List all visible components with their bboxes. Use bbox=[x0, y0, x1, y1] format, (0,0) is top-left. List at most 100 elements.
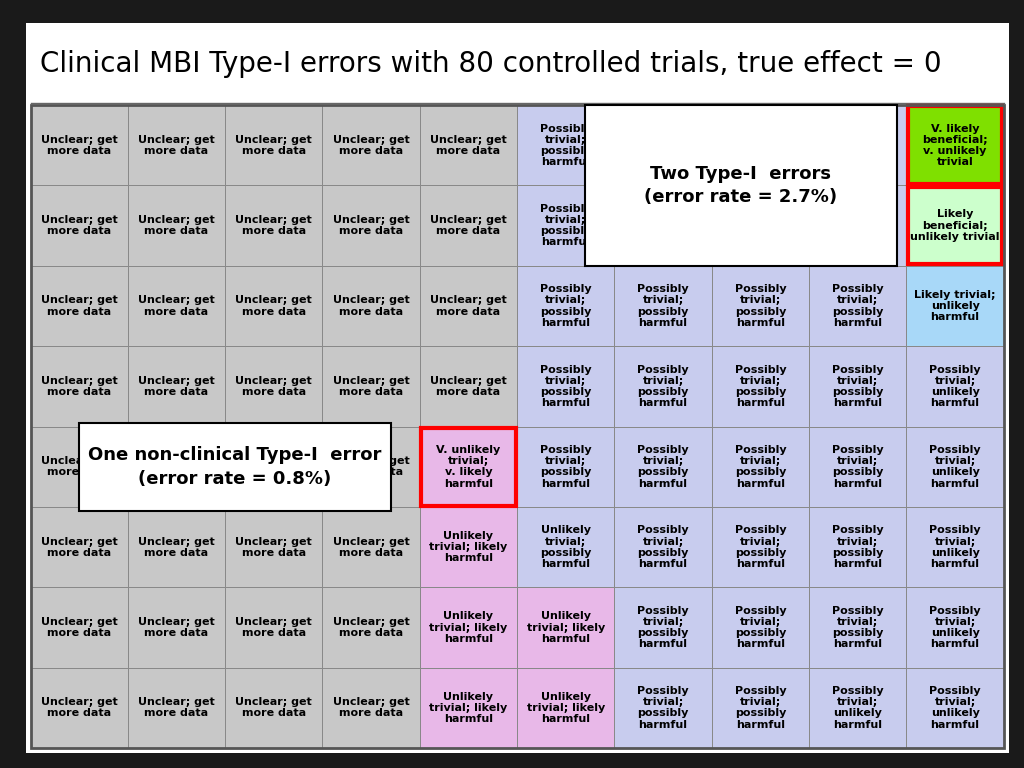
Text: Unclear; get
more data: Unclear; get more data bbox=[333, 617, 410, 638]
Bar bbox=[517, 426, 614, 507]
Text: Possibly
trivial;
possibly
harmful: Possibly trivial; possibly harmful bbox=[540, 445, 592, 488]
FancyBboxPatch shape bbox=[79, 422, 390, 511]
Bar bbox=[128, 667, 225, 748]
Bar bbox=[323, 667, 420, 748]
Bar bbox=[712, 186, 809, 266]
Bar bbox=[420, 507, 517, 588]
Bar bbox=[128, 507, 225, 588]
Bar bbox=[323, 346, 420, 426]
Text: Unclear; get
more data: Unclear; get more data bbox=[138, 215, 215, 237]
Text: Unclear; get
more data: Unclear; get more data bbox=[333, 134, 410, 156]
Text: Unclear; get
more data: Unclear; get more data bbox=[138, 134, 215, 156]
Text: Unclear; get
more data: Unclear; get more data bbox=[333, 456, 410, 478]
Bar bbox=[517, 667, 614, 748]
Bar bbox=[128, 426, 225, 507]
Bar bbox=[323, 426, 420, 507]
Text: Possibly
trivial;
possibly
harmful: Possibly trivial; possibly harmful bbox=[637, 606, 689, 649]
Text: Possibly
trivial;
possibly
harmful: Possibly trivial; possibly harmful bbox=[831, 445, 884, 488]
Bar bbox=[420, 426, 517, 507]
Text: Possibly
trivial;
possibly
harmful: Possibly trivial; possibly harmful bbox=[734, 525, 786, 569]
Bar bbox=[712, 266, 809, 346]
Bar bbox=[906, 588, 1004, 667]
Text: Unclear; get
more data: Unclear; get more data bbox=[236, 134, 312, 156]
Bar bbox=[420, 667, 517, 748]
Bar bbox=[225, 507, 323, 588]
Text: Unclear; get
more data: Unclear; get more data bbox=[430, 215, 507, 237]
Bar bbox=[225, 346, 323, 426]
Bar bbox=[420, 186, 517, 266]
Text: Possibly
trivial;
unlikely
harmful: Possibly trivial; unlikely harmful bbox=[929, 365, 981, 409]
Bar bbox=[225, 588, 323, 667]
Bar bbox=[323, 588, 420, 667]
Bar bbox=[421, 428, 516, 505]
Text: Possibly
trivial;
unlikely
harmful: Possibly trivial; unlikely harmful bbox=[929, 606, 981, 649]
Bar bbox=[809, 667, 906, 748]
Bar bbox=[809, 266, 906, 346]
Bar bbox=[712, 105, 809, 186]
Text: Possibly
trivial;
possibly
harmful: Possibly trivial; possibly harmful bbox=[637, 284, 689, 328]
Text: Unclear; get
more data: Unclear; get more data bbox=[333, 537, 410, 558]
Bar bbox=[517, 105, 614, 186]
Bar bbox=[517, 266, 614, 346]
Text: Unclear; get
more data: Unclear; get more data bbox=[430, 134, 507, 156]
Text: Possibly
trivial;
possibly
harmful: Possibly trivial; possibly harmful bbox=[637, 365, 689, 409]
Text: Possibly
trivial;
possibly
harmful: Possibly trivial; possibly harmful bbox=[831, 284, 884, 328]
Bar bbox=[420, 588, 517, 667]
Text: Clinical MBI Type-I errors with 80 controlled trials, true effect = 0: Clinical MBI Type-I errors with 80 contr… bbox=[40, 50, 942, 78]
Bar bbox=[908, 107, 1002, 184]
Bar bbox=[31, 105, 1004, 748]
Text: Unclear; get
more data: Unclear; get more data bbox=[138, 296, 215, 316]
Text: Likely
beneficial;
unlikely trivial: Likely beneficial; unlikely trivial bbox=[910, 210, 999, 242]
Bar bbox=[712, 667, 809, 748]
Text: V. likely
beneficial;
v. unlikely
trivial: V. likely beneficial; v. unlikely trivia… bbox=[923, 124, 988, 167]
Text: Possibly
trivial;
possibly
harmful: Possibly trivial; possibly harmful bbox=[734, 686, 786, 730]
Text: Unclear; get
more data: Unclear; get more data bbox=[236, 296, 312, 316]
Bar bbox=[614, 426, 712, 507]
Text: Unclear; get
more data: Unclear; get more data bbox=[41, 296, 118, 316]
Bar bbox=[712, 426, 809, 507]
Text: Unclear; get
more data: Unclear; get more data bbox=[41, 376, 118, 397]
Text: Possibly
trivial;
possibly
harmful: Possibly trivial; possibly harmful bbox=[734, 606, 786, 649]
Bar bbox=[809, 426, 906, 507]
Bar bbox=[614, 186, 712, 266]
Text: Unclear; get
more data: Unclear; get more data bbox=[333, 215, 410, 237]
Bar bbox=[323, 105, 420, 186]
Text: Unclear; get
more data: Unclear; get more data bbox=[236, 215, 312, 237]
Bar bbox=[225, 266, 323, 346]
Text: Unclear; get
more data: Unclear; get more data bbox=[236, 617, 312, 638]
Text: Possibly
trivial;
possibly
harmful: Possibly trivial; possibly harmful bbox=[540, 124, 592, 167]
Bar bbox=[517, 507, 614, 588]
Text: Possibly
trivial;
unlikely
harmful: Possibly trivial; unlikely harmful bbox=[831, 686, 884, 730]
Text: Unclear; get
more data: Unclear; get more data bbox=[41, 215, 118, 237]
Bar bbox=[809, 507, 906, 588]
Text: Unclear; get
more data: Unclear; get more data bbox=[236, 456, 312, 478]
Text: Unclear; get
more data: Unclear; get more data bbox=[236, 376, 312, 397]
Text: Possibly
trivial;
possibly
harmful: Possibly trivial; possibly harmful bbox=[637, 445, 689, 488]
Bar bbox=[906, 105, 1004, 186]
Text: V. unlikely
trivial;
v. likely
harmful: V. unlikely trivial; v. likely harmful bbox=[436, 445, 501, 488]
Text: Possibly
trivial;
possibly
harmful: Possibly trivial; possibly harmful bbox=[637, 525, 689, 569]
Bar bbox=[517, 186, 614, 266]
Bar bbox=[225, 186, 323, 266]
Bar bbox=[420, 105, 517, 186]
Bar bbox=[128, 105, 225, 186]
Text: Possibly
trivial;
possibly
harmful: Possibly trivial; possibly harmful bbox=[831, 606, 884, 649]
Bar bbox=[128, 266, 225, 346]
Text: One non-clinical Type-I  error
(error rate = 0.8%): One non-clinical Type-I error (error rat… bbox=[88, 446, 382, 488]
Text: Possibly
trivial;
unlikely
harmful: Possibly trivial; unlikely harmful bbox=[929, 686, 981, 730]
FancyBboxPatch shape bbox=[586, 105, 897, 266]
Text: Possibly
trivial;
possibly
harmful: Possibly trivial; possibly harmful bbox=[540, 284, 592, 328]
Text: Unclear; get
more data: Unclear; get more data bbox=[333, 697, 410, 719]
Bar bbox=[225, 426, 323, 507]
Bar bbox=[906, 426, 1004, 507]
Text: Unclear; get
more data: Unclear; get more data bbox=[138, 697, 215, 719]
Bar bbox=[712, 588, 809, 667]
Bar bbox=[712, 346, 809, 426]
Bar bbox=[614, 105, 712, 186]
Bar bbox=[31, 426, 128, 507]
Bar bbox=[31, 186, 128, 266]
Text: Possibly
trivial;
possibly
harmful: Possibly trivial; possibly harmful bbox=[734, 204, 786, 247]
Text: Unclear; get
more data: Unclear; get more data bbox=[333, 296, 410, 316]
Bar bbox=[906, 186, 1004, 266]
Bar bbox=[809, 346, 906, 426]
